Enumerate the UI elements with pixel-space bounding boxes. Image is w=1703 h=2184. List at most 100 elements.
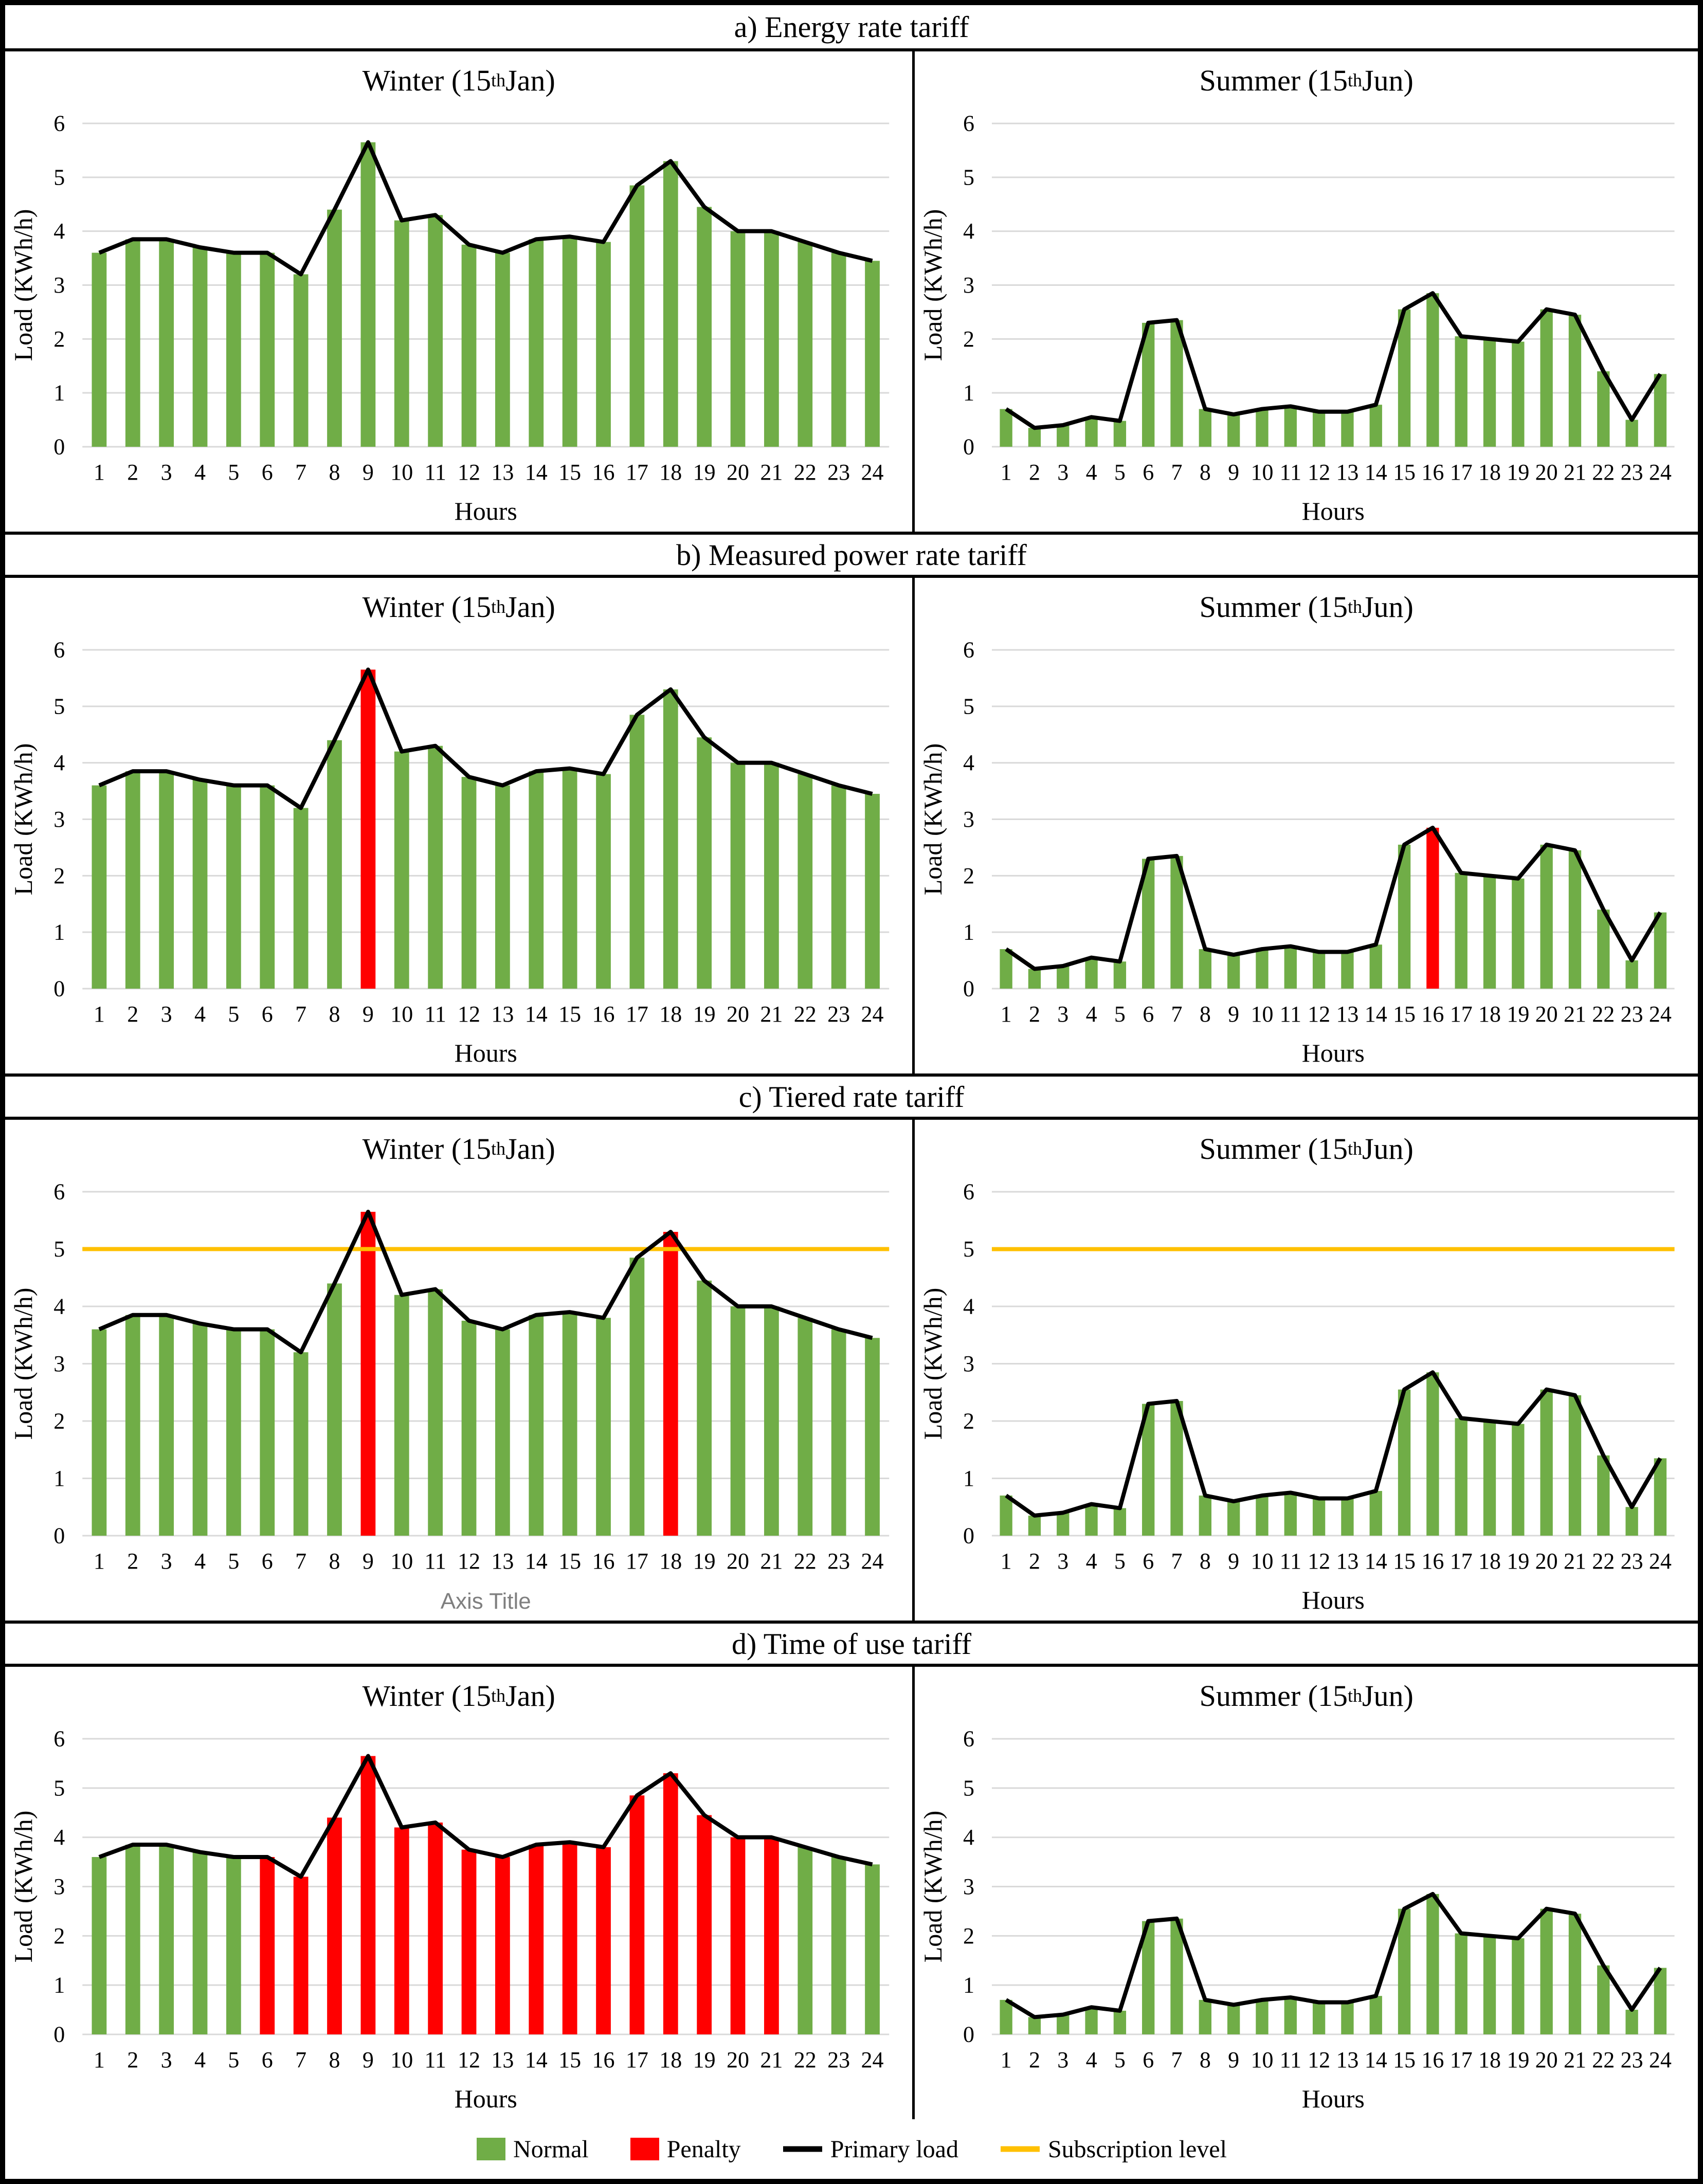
y-tick-label: 3 <box>53 272 65 298</box>
x-tick-label: 7 <box>1171 2047 1183 2072</box>
y-tick-label: 3 <box>963 807 974 832</box>
x-tick-label: 3 <box>1058 1549 1069 1574</box>
normal-bar <box>1512 1424 1525 1536</box>
x-tick-label: 11 <box>424 2047 446 2072</box>
y-axis-title: Load (KWh/h) <box>918 1811 947 1963</box>
gridlines <box>992 649 1675 990</box>
x-tick-label: 20 <box>1535 1549 1558 1574</box>
x-tick-label: 24 <box>861 460 884 485</box>
normal-bar <box>1597 1965 1610 2034</box>
x-tick-label: 12 <box>458 460 480 485</box>
x-tick-label: 22 <box>1592 2047 1615 2072</box>
x-tick-label: 1 <box>1001 1549 1012 1574</box>
y-tick-label: 1 <box>963 1973 974 1998</box>
legend: Normal Penalty Primary load Subscription… <box>5 2119 1698 2179</box>
normal-bar <box>159 1315 174 1536</box>
x-tick-label: 10 <box>390 460 413 485</box>
normal-bar <box>1114 1508 1127 1536</box>
x-tick-label: 4 <box>1086 460 1097 485</box>
x-tick-label: 11 <box>424 460 446 485</box>
normal-bar <box>1085 2007 1098 2034</box>
y-tick-label: 5 <box>53 694 65 719</box>
x-tick-label: 10 <box>1251 1549 1274 1574</box>
normal-bar <box>428 1289 443 1536</box>
x-tick-label: 8 <box>329 1002 340 1027</box>
normal-bar <box>125 1845 140 2034</box>
x-tick-label: 1 <box>1001 2047 1012 2072</box>
y-axis-title: Load (KWh/h) <box>918 209 947 361</box>
x-tick-label: 11 <box>424 1549 446 1574</box>
x-axis-title: Hours <box>455 497 517 525</box>
x-tick-label: 12 <box>1308 2047 1331 2072</box>
normal-bar <box>1483 339 1496 447</box>
normal-bar <box>125 1315 140 1536</box>
normal-bar <box>1170 1400 1184 1536</box>
x-tick-label: 6 <box>1143 2047 1154 2072</box>
x-tick-label: 23 <box>1621 1002 1643 1027</box>
normal-bar <box>92 1329 107 1536</box>
gridlines <box>82 122 890 448</box>
x-tick-label: 13 <box>491 2047 514 2072</box>
x-tick-label: 23 <box>827 1002 850 1027</box>
normal-bar <box>192 247 208 447</box>
x-tick-label: 17 <box>626 460 648 485</box>
x-tick-label: 21 <box>1564 1002 1586 1027</box>
y-tick-label: 5 <box>963 165 974 190</box>
x-tick-label: 12 <box>458 2047 480 2072</box>
x-tick-label: 22 <box>1592 1549 1615 1574</box>
y-tick-label: 3 <box>963 1351 974 1376</box>
x-tick-label: 15 <box>1393 1549 1416 1574</box>
bars <box>92 142 880 447</box>
y-tick-label: 2 <box>53 1409 65 1434</box>
x-tick-label: 3 <box>1058 460 1069 485</box>
x-axis-title: Hours <box>455 1039 517 1067</box>
x-tick-label: 22 <box>794 1549 817 1574</box>
x-tick-label: 15 <box>558 460 581 485</box>
penalty-bar <box>293 1877 309 2034</box>
x-tick-label: 12 <box>1308 1549 1331 1574</box>
x-tick-label: 24 <box>1649 2047 1672 2072</box>
x-tick-label: 18 <box>1478 1549 1501 1574</box>
x-tick-label: 16 <box>1422 1549 1444 1574</box>
y-axis-title: Load (KWh/h) <box>9 1288 38 1440</box>
normal-bar <box>1028 2017 1041 2034</box>
x-tick-label: 8 <box>329 2047 340 2072</box>
x-tick-label: 3 <box>161 1549 172 1574</box>
normal-bar <box>1398 1389 1411 1536</box>
x-tick-label: 14 <box>525 460 548 485</box>
y-tick-label: 1 <box>53 380 65 406</box>
y-tick-label: 6 <box>53 638 65 663</box>
x-tick-label: 4 <box>194 1002 206 1027</box>
x-tick-label: 18 <box>659 1002 682 1027</box>
x-tick-label: 23 <box>827 2047 850 2072</box>
x-tick-label: 10 <box>1251 2047 1274 2072</box>
normal-bar <box>529 771 544 989</box>
normal-bar <box>1227 1501 1240 1536</box>
primary-load-line <box>98 140 873 277</box>
penalty-bar <box>663 1773 678 2034</box>
y-tick-label: 1 <box>53 920 65 945</box>
y-tick-label: 0 <box>53 976 65 1002</box>
normal-bar <box>1057 425 1070 447</box>
x-tick-label: 11 <box>1280 2047 1301 2072</box>
x-tick-label: 13 <box>1336 2047 1359 2072</box>
x-tick-label: 14 <box>1365 1002 1387 1027</box>
y-axis-title: Load (KWh/h) <box>918 1288 947 1440</box>
normal-bar <box>529 239 544 447</box>
x-tick-label: 5 <box>1114 2047 1126 2072</box>
x-tick-label: 1 <box>94 460 105 485</box>
chart-d-winter: Winter (15 th Jan) 0 1 2 3 4 5 6 Load (KWh/h) 1 2 3… <box>5 1667 915 2119</box>
x-tick-label: 10 <box>1251 460 1274 485</box>
x-tick-label: 19 <box>693 1549 716 1574</box>
y-tick-label: 0 <box>963 976 974 1001</box>
normal-bar <box>1597 371 1610 447</box>
y-tick-label: 0 <box>963 1523 974 1548</box>
normal-bar <box>226 1329 241 1536</box>
y-tick-label: 2 <box>53 326 65 352</box>
x-tick-label: 20 <box>727 2047 749 2072</box>
normal-bar <box>1057 2014 1070 2034</box>
legend-label-penalty: Penalty <box>666 2135 741 2163</box>
